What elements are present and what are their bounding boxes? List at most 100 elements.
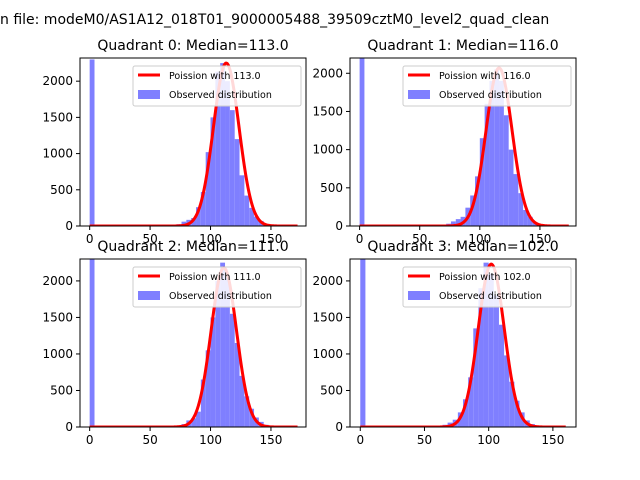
legend-label-poisson: Poission with 111.0 xyxy=(169,272,261,283)
subplot-title: Quadrant 1: Median=116.0 xyxy=(367,38,558,54)
legend: Poission with 102.0 Observed distribution xyxy=(402,266,572,308)
y-tick-label: 500 xyxy=(50,183,73,197)
hist-bar xyxy=(249,408,255,427)
hist-bar xyxy=(210,117,216,226)
hist-bar xyxy=(89,259,95,427)
x-tick-label: 50 xyxy=(142,433,157,447)
hist-bar xyxy=(527,216,533,226)
hist-bar xyxy=(489,80,495,226)
hist-bar xyxy=(499,80,504,226)
legend-label-poisson: Poission with 102.0 xyxy=(439,272,531,283)
hist-bar xyxy=(215,280,221,427)
hist-bar xyxy=(523,209,528,226)
legend-hist-swatch xyxy=(408,291,430,300)
x-tick-label: 0 xyxy=(86,433,94,447)
hist-bar xyxy=(244,396,250,427)
x-tick-label: 100 xyxy=(477,433,500,447)
legend-hist-swatch xyxy=(138,90,160,99)
y-tick-label: 1000 xyxy=(42,147,73,161)
hist-bar xyxy=(484,103,490,226)
hist-bar xyxy=(210,317,216,427)
y-tick-label: 0 xyxy=(335,420,343,434)
hist-bar xyxy=(475,176,480,226)
legend-box xyxy=(132,266,302,308)
y-tick-label: 2000 xyxy=(312,274,343,288)
hist-bar xyxy=(503,115,509,226)
x-tick-label: 150 xyxy=(541,433,564,447)
legend: Poission with 116.0 Observed distribution xyxy=(402,65,572,107)
hist-bar xyxy=(89,59,95,226)
plot-area xyxy=(88,59,299,226)
legend-label-poisson: Poission with 116.0 xyxy=(439,71,531,82)
x-tick-label: 100 xyxy=(468,232,491,246)
hist-bar xyxy=(234,343,240,427)
y-tick-label: 500 xyxy=(320,383,343,397)
hist-bar xyxy=(470,195,476,226)
hist-bar xyxy=(205,350,211,427)
subplot-title: Quadrant 0: Median=113.0 xyxy=(97,38,288,54)
hist-bar xyxy=(513,174,519,226)
hist-bar xyxy=(509,381,515,427)
hist-bar xyxy=(239,375,245,427)
legend-hist-swatch xyxy=(408,90,430,99)
poisson-curve xyxy=(88,266,299,427)
x-tick-label: 0 xyxy=(356,232,364,246)
axes-frame xyxy=(79,258,307,428)
hist-bar xyxy=(254,216,259,226)
axes-frame xyxy=(349,57,577,227)
legend-box xyxy=(402,65,572,107)
hist-bar xyxy=(468,377,474,427)
hist-bar xyxy=(359,58,365,226)
axes-frame xyxy=(79,57,307,227)
hist-bar xyxy=(244,195,250,226)
x-tick-label: 100 xyxy=(199,232,222,246)
hist-bar xyxy=(191,418,197,427)
y-tick-label: 0 xyxy=(65,219,73,233)
hist-bar xyxy=(518,193,524,226)
y-tick-label: 1000 xyxy=(312,347,343,361)
x-tick-label: 0 xyxy=(86,232,94,246)
hist-bar xyxy=(360,259,366,427)
hist-bar xyxy=(234,139,240,226)
hist-bar xyxy=(229,313,235,427)
x-tick-label: 50 xyxy=(417,433,432,447)
hist-bar xyxy=(508,149,514,226)
poisson-curve xyxy=(359,262,567,427)
hist-bar xyxy=(473,328,479,427)
hist-bar xyxy=(478,288,484,427)
hist-bar xyxy=(200,379,206,427)
legend-label-observed: Observed distribution xyxy=(169,90,272,101)
hist-bar xyxy=(498,324,505,427)
hist-bar xyxy=(225,81,230,226)
hist-bar xyxy=(514,400,520,427)
y-tick-label: 1000 xyxy=(42,347,73,361)
x-tick-label: 150 xyxy=(259,232,282,246)
y-tick-label: 1500 xyxy=(312,104,343,118)
legend-label-observed: Observed distribution xyxy=(169,291,272,302)
hist-bar xyxy=(479,138,485,226)
hist-bar xyxy=(200,191,206,226)
y-tick-label: 1500 xyxy=(42,310,73,324)
hist-bar xyxy=(225,277,230,427)
hist-bar xyxy=(483,262,489,427)
x-tick-label: 50 xyxy=(142,232,157,246)
plot-area xyxy=(358,58,570,226)
y-tick-label: 2000 xyxy=(312,66,343,80)
y-tick-label: 500 xyxy=(320,181,343,195)
y-tick-label: 2000 xyxy=(42,74,73,88)
hist-bar xyxy=(494,69,500,226)
hist-bar xyxy=(215,71,221,226)
hist-bar xyxy=(191,218,197,226)
plot-area xyxy=(88,259,299,427)
hist-bar xyxy=(450,221,456,226)
x-tick-label: 50 xyxy=(412,232,427,246)
legend-label-poisson: Poission with 113.0 xyxy=(169,71,261,82)
hist-bar xyxy=(220,63,226,226)
x-tick-label: 100 xyxy=(199,433,222,447)
poisson-curve xyxy=(358,66,570,226)
hist-bar xyxy=(220,262,226,427)
